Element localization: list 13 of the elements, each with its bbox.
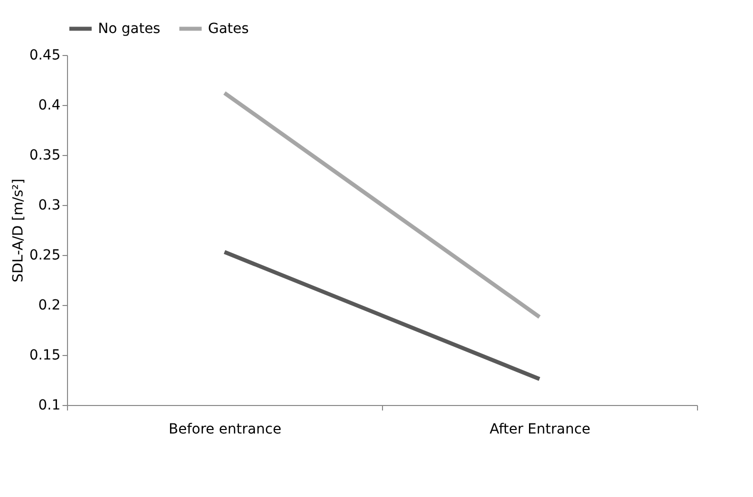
x-tick-label: Before entrance	[168, 422, 282, 438]
y-tick-label: 0.35	[29, 148, 60, 164]
y-axis-title: SDL-A/D [m/s²]	[10, 178, 26, 282]
legend-label: Gates	[208, 20, 249, 37]
y-tick-label: 0.4	[38, 98, 61, 114]
x-tick-label: After Entrance	[490, 422, 590, 438]
y-tick-label: 0.45	[29, 48, 60, 64]
y-tick-label: 0.2	[38, 298, 60, 314]
y-tick-label: 0.25	[29, 248, 60, 264]
legend-label: No gates	[98, 20, 160, 37]
y-tick-label: 0.3	[38, 198, 60, 214]
y-tick-label: 0.1	[38, 398, 60, 414]
y-tick-label: 0.15	[29, 348, 60, 364]
